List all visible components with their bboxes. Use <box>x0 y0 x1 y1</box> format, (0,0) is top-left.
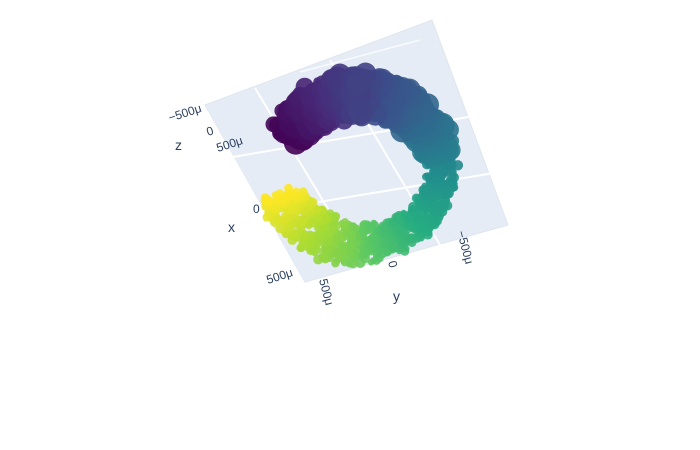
scatter-point <box>424 172 432 180</box>
z-tick-label: −500μ <box>167 101 204 125</box>
z-tick-label: 0 <box>205 123 216 138</box>
y-axis-title: y <box>393 288 400 304</box>
scatter-point <box>308 197 318 207</box>
scatter-point <box>298 187 308 196</box>
scatter-point <box>313 254 324 265</box>
z-axis-title: z <box>175 137 182 153</box>
scatter-point <box>284 183 293 193</box>
scatter-point <box>275 189 285 199</box>
x-tick-label: 500μ <box>265 265 295 287</box>
scatter-point <box>331 259 340 268</box>
scatter-point <box>260 193 270 203</box>
y-tick-label: 500μ <box>316 277 337 307</box>
x-tick-label: 0 <box>253 202 260 216</box>
scatter-point <box>350 96 369 115</box>
scatter-point <box>365 221 372 229</box>
y-tick-label: 0 <box>385 259 400 269</box>
grid-line <box>299 39 421 73</box>
scatter-point <box>341 218 349 227</box>
scatter-point <box>309 232 316 239</box>
scatter-point <box>348 259 358 269</box>
scatter-point <box>365 242 372 249</box>
data-points <box>260 62 464 269</box>
side-plane <box>205 105 305 282</box>
scatter-point <box>354 82 368 96</box>
scatter-point <box>292 187 301 196</box>
scatter-point <box>393 213 403 223</box>
x-axis-title: x <box>228 219 235 235</box>
